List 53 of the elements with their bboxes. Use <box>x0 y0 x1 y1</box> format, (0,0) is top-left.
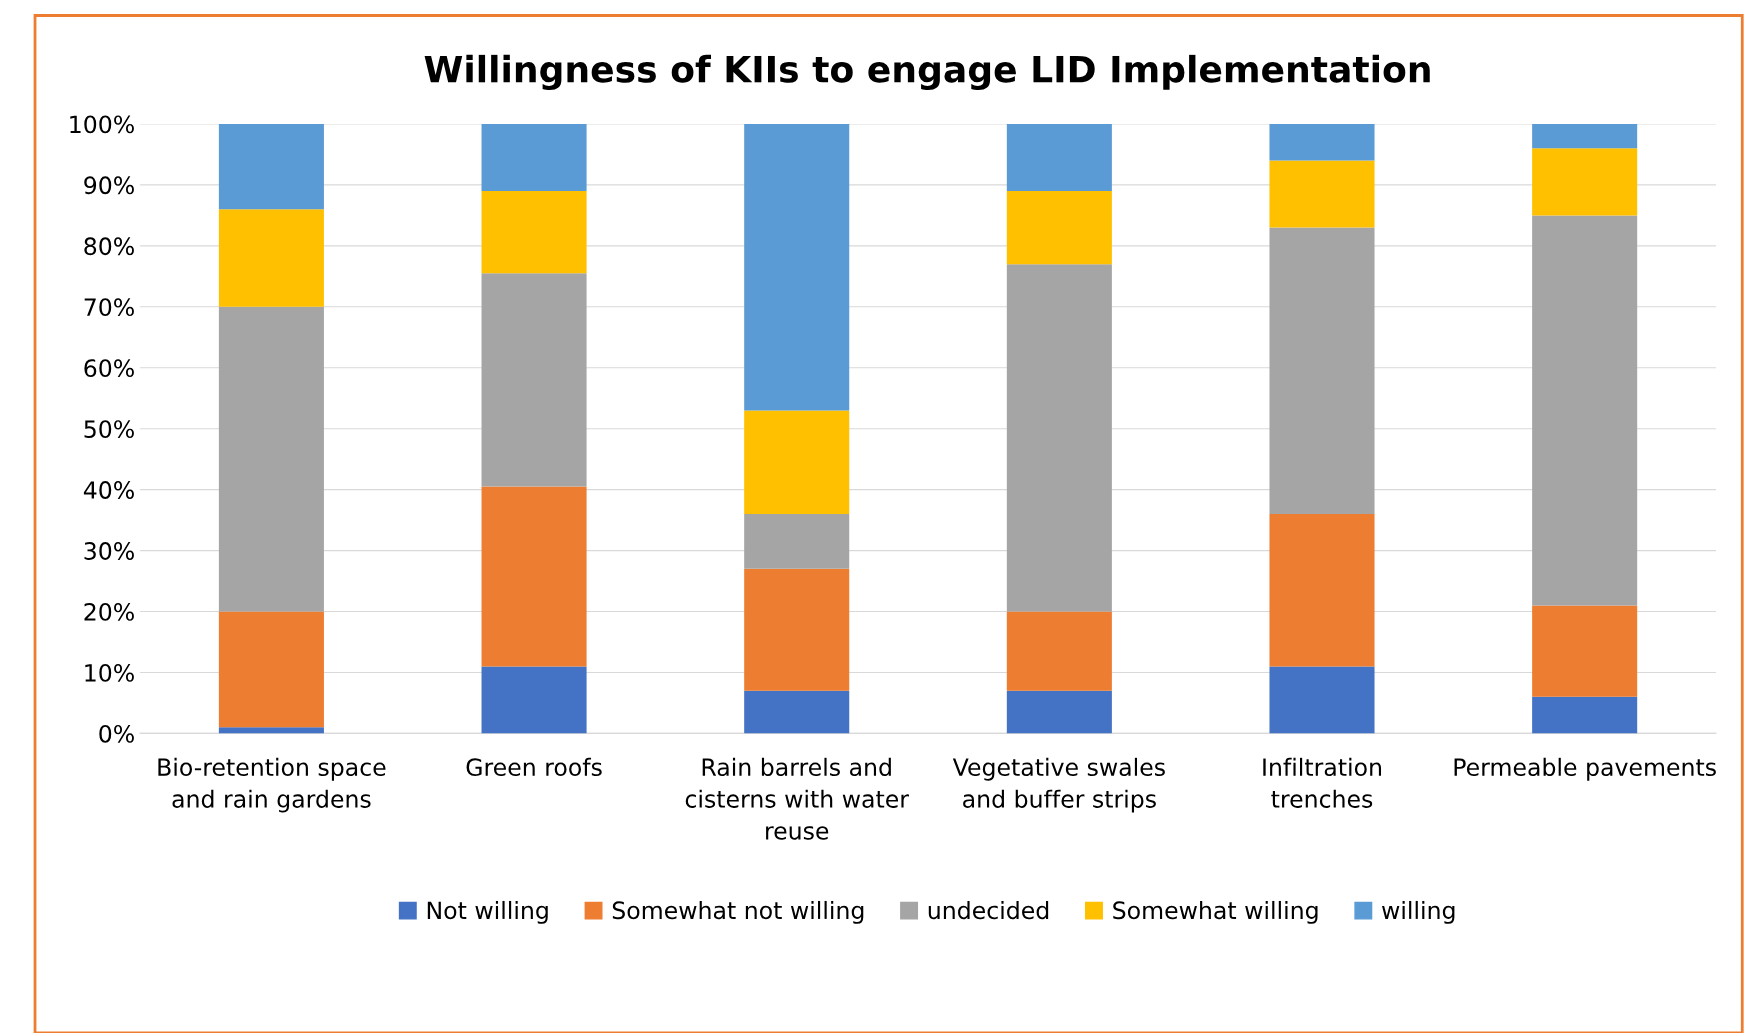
bar <box>744 568 850 691</box>
legend-label: Not willing <box>427 900 548 924</box>
legend-label: Somewhat not willing <box>612 900 864 924</box>
bar <box>1006 123 1112 191</box>
y-tick-label: 10% <box>85 663 134 682</box>
bar <box>481 273 587 487</box>
y-tick-label: 20% <box>84 602 134 621</box>
x-tick-label: Infiltration trenches <box>1263 757 1382 808</box>
bar <box>744 690 850 734</box>
bar <box>1006 191 1112 265</box>
bar <box>218 123 324 210</box>
y-tick-label: 40% <box>83 481 134 499</box>
y-tick-label: 0% <box>99 724 134 743</box>
y-tick-label: 60% <box>84 359 134 378</box>
bar <box>1532 696 1638 734</box>
y-tick-label: 70% <box>84 298 134 317</box>
bar <box>481 666 587 734</box>
y-tick-label: 90% <box>84 176 134 195</box>
bar <box>744 514 850 569</box>
bar <box>1006 264 1112 612</box>
y-tick-label: 80% <box>84 237 134 256</box>
bar <box>1006 611 1112 691</box>
legend-label: Somewhat willing <box>1113 900 1318 924</box>
bar <box>1006 690 1112 734</box>
y-tick-label: 100% <box>70 115 134 134</box>
x-tick-label: Permeable pavements <box>1454 757 1716 781</box>
bar <box>1532 123 1638 149</box>
legend-label: willing <box>1382 900 1455 924</box>
bar <box>1269 514 1375 667</box>
x-tick-label: Rain barrels and cisterns with water reuse <box>685 757 909 840</box>
bar <box>1532 605 1638 697</box>
bar <box>218 727 324 734</box>
bar <box>1269 160 1375 228</box>
bar <box>1269 123 1375 161</box>
bar <box>218 306 324 612</box>
bar <box>1269 666 1375 734</box>
bar <box>1532 215 1638 606</box>
bar <box>744 410 850 515</box>
x-tick-label: Bio-retention space and rain gardens <box>158 757 386 813</box>
bar <box>1532 148 1638 216</box>
bar <box>481 191 587 274</box>
legend-label: undecided <box>928 900 1049 920</box>
bar <box>744 123 850 411</box>
x-tick-label: Green roofs <box>466 757 602 777</box>
bar <box>481 123 587 191</box>
bar <box>1269 227 1375 515</box>
bar <box>481 486 587 667</box>
y-tick-label: 50% <box>84 420 134 438</box>
x-tick-label: Vegetative swales and buffer strips <box>952 757 1165 813</box>
y-tick-label: 30% <box>84 542 134 560</box>
bar <box>218 209 324 307</box>
chart-title: Willingness of KIIs to engage LID Implementation <box>424 54 1430 91</box>
bar <box>218 611 324 728</box>
